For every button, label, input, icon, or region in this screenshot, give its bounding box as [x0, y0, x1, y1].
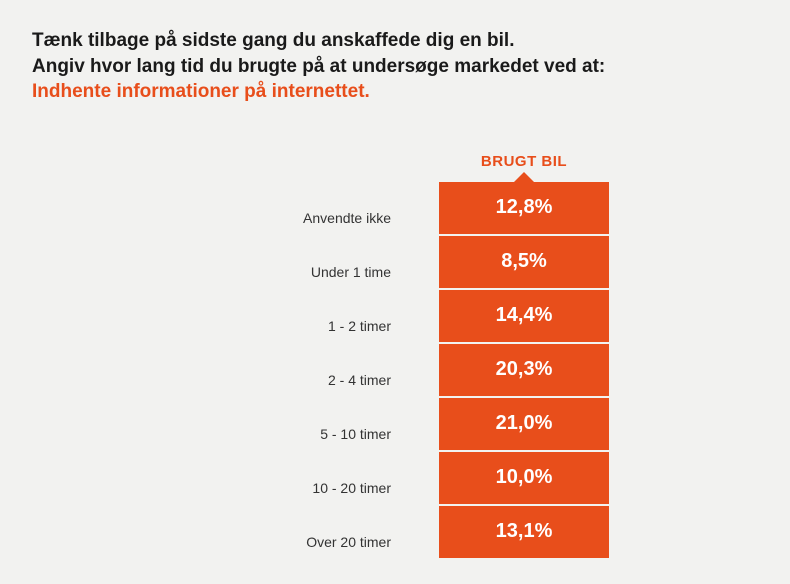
heading: Tænk tilbage på sidste gang du anskaffed…	[32, 28, 758, 105]
bar-cell: 21,0%	[439, 398, 609, 450]
value-column: BRUGT BIL 12,8% 8,5% 14,4% 20,3% 21,0% 1…	[439, 153, 609, 558]
row-labels: Anvendte ikke Under 1 time 1 - 2 timer 2…	[181, 153, 391, 569]
heading-line-2: Angiv hvor lang tid du brugte på at unde…	[32, 54, 758, 80]
triangle-up-icon	[514, 172, 534, 182]
bar-cell: 20,3%	[439, 344, 609, 396]
row-label: Under 1 time	[181, 245, 391, 299]
bar-cell: 12,8%	[439, 182, 609, 234]
bar-cell: 8,5%	[439, 236, 609, 288]
bar-cell: 10,0%	[439, 452, 609, 504]
bars: 12,8% 8,5% 14,4% 20,3% 21,0% 10,0% 13,1%	[439, 182, 609, 558]
row-label: 1 - 2 timer	[181, 299, 391, 353]
bar-cell: 13,1%	[439, 506, 609, 558]
row-label: Over 20 timer	[181, 515, 391, 569]
column-header: BRUGT BIL	[481, 153, 567, 170]
chart-area: Anvendte ikke Under 1 time 1 - 2 timer 2…	[32, 153, 758, 569]
chart: Anvendte ikke Under 1 time 1 - 2 timer 2…	[181, 153, 609, 569]
row-label: 10 - 20 timer	[181, 461, 391, 515]
heading-line-3: Indhente informationer på internettet.	[32, 79, 758, 105]
row-label: 2 - 4 timer	[181, 353, 391, 407]
bar-cell: 14,4%	[439, 290, 609, 342]
row-label: 5 - 10 timer	[181, 407, 391, 461]
heading-line-1: Tænk tilbage på sidste gang du anskaffed…	[32, 28, 758, 54]
row-label: Anvendte ikke	[181, 191, 391, 245]
